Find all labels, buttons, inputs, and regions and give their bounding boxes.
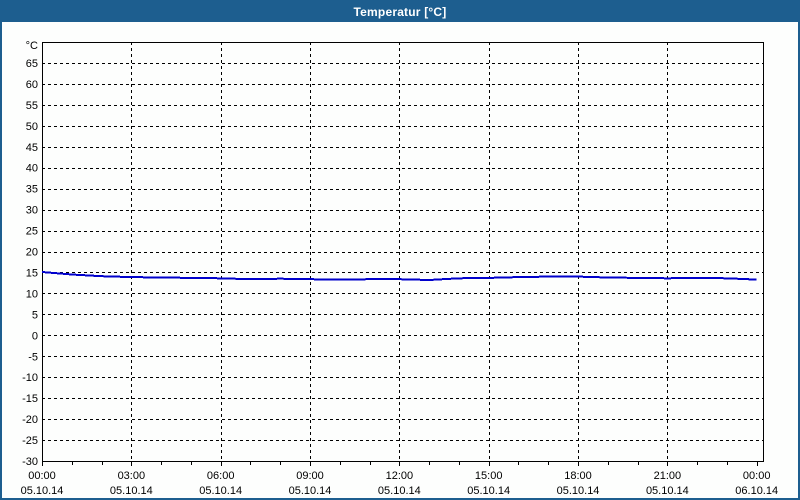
y-axis-unit-label: °C: [26, 40, 38, 52]
x-tick-time-label: 00:00: [743, 470, 771, 482]
x-tick-date-label: 06.10.14: [735, 485, 778, 497]
y-tick-label: 40: [26, 163, 38, 175]
y-tick-label: -20: [22, 414, 38, 426]
x-tick-time-label: 15:00: [475, 470, 503, 482]
y-tick-label: 5: [32, 309, 38, 321]
y-tick-label: -15: [22, 393, 38, 405]
y-gridlines-and-labels: 65605550454035302520151050-5-10-15-20-25…: [22, 40, 763, 468]
y-tick-label: 65: [26, 58, 38, 70]
y-tick-label: -30: [22, 456, 38, 468]
y-tick-label: 20: [26, 247, 38, 259]
y-tick-label: 30: [26, 205, 38, 217]
y-tick-label: 50: [26, 121, 38, 133]
temperature-line: [41, 271, 757, 282]
y-tick-label: 0: [32, 330, 38, 342]
x-tick-date-label: 05.10.14: [199, 485, 242, 497]
plot-frame: [42, 42, 764, 462]
y-tick-label: -5: [28, 351, 38, 363]
y-tick-label: 60: [26, 79, 38, 91]
y-tick-label: -10: [22, 372, 38, 384]
y-tick-label: 10: [26, 288, 38, 300]
y-tick-label: 55: [26, 100, 38, 112]
x-tick-time-label: 21:00: [654, 470, 682, 482]
x-tick-date-label: 05.10.14: [378, 485, 421, 497]
y-tick-label: 45: [26, 142, 38, 154]
window-titlebar: Temperatur [°C]: [2, 2, 798, 22]
x-tick-time-label: 18:00: [564, 470, 592, 482]
x-tick-time-label: 03:00: [118, 470, 146, 482]
x-tick-time-label: 12:00: [386, 470, 414, 482]
x-tick-time-label: 00:00: [28, 470, 56, 482]
y-tick-label: -25: [22, 435, 38, 447]
y-tick-label: 15: [26, 267, 38, 279]
x-tick-date-label: 05.10.14: [289, 485, 332, 497]
x-tick-date-label: 05.10.14: [467, 485, 510, 497]
x-tick-date-label: 05.10.14: [21, 485, 64, 497]
y-tick-label: 35: [26, 184, 38, 196]
window-title: Temperatur [°C]: [353, 5, 447, 19]
x-tick-date-label: 05.10.14: [110, 485, 153, 497]
x-gridlines-and-labels: 00:00 05.10.14 03:00 05.10.14 06:00 05.10.14 0…: [21, 42, 778, 497]
x-tick-date-label: 05.10.14: [557, 485, 600, 497]
x-tick-time-label: 09:00: [296, 470, 324, 482]
y-tick-label: 25: [26, 226, 38, 238]
x-tick-date-label: 05.10.14: [646, 485, 689, 497]
x-tick-time-label: 06:00: [207, 470, 235, 482]
